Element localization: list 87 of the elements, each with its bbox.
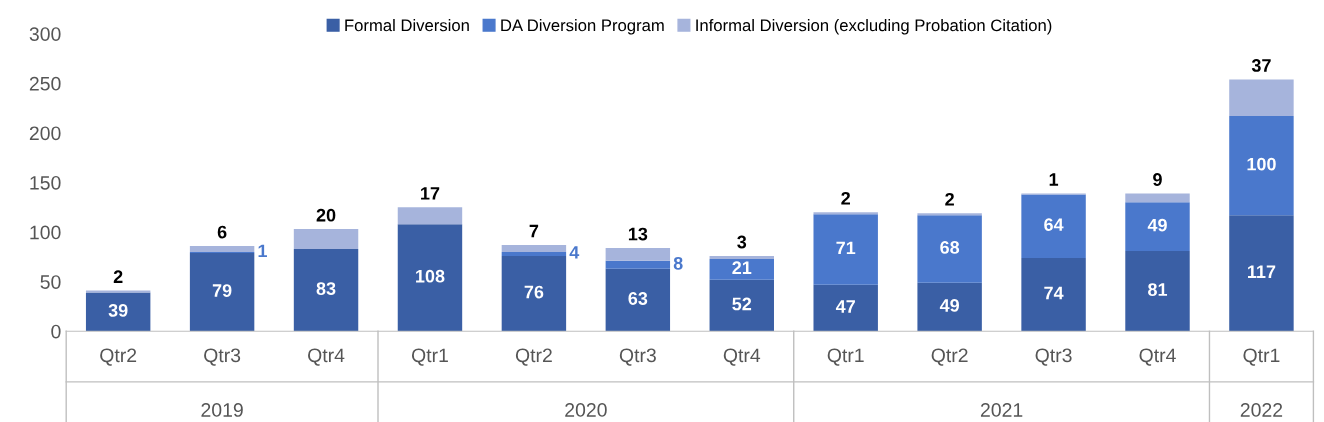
data-label: 17	[421, 187, 440, 200]
data-label: 68	[940, 241, 960, 254]
x-tick-label: Qtr2	[100, 348, 137, 366]
data-label: 79	[212, 284, 232, 297]
bar	[501, 255, 567, 332]
bar	[1229, 116, 1294, 216]
bar	[85, 292, 151, 332]
y-tick-label: 200	[29, 126, 61, 141]
y-tick-label: 100	[30, 225, 61, 240]
bar	[1125, 193, 1190, 203]
text: 2019	[201, 403, 243, 417]
legend-label: Informal Diversion (excluding Probation Citation)	[696, 19, 1052, 35]
legend-label: Formal Diversion	[345, 19, 469, 32]
bar	[605, 247, 671, 261]
data-label: 64	[1044, 218, 1064, 231]
data-label: 13	[628, 227, 648, 241]
data-label: 8	[673, 256, 683, 270]
bar	[1229, 79, 1294, 117]
bar	[605, 260, 671, 269]
x-tick-label: Qtr1	[1243, 348, 1280, 366]
bar	[189, 245, 255, 252]
y-tick-label: 250	[29, 76, 61, 91]
y-tick-label: 50	[40, 275, 61, 289]
bar	[501, 244, 567, 252]
x-tick-label: Qtr3	[204, 348, 241, 366]
bar	[813, 214, 878, 285]
bar	[1229, 215, 1294, 332]
data-label: 117	[1248, 265, 1276, 278]
bar	[709, 255, 774, 259]
data-label: 21	[732, 261, 752, 274]
data-label: 2	[113, 270, 123, 283]
text: 2021	[980, 403, 1023, 417]
data-label: 83	[316, 282, 336, 295]
bar	[397, 207, 463, 225]
data-label: 81	[1148, 283, 1168, 296]
x-tick-label: Qtr1	[827, 348, 864, 366]
data-label: 39	[108, 303, 128, 317]
data-label: 7	[529, 224, 539, 238]
data-label: 49	[1147, 218, 1167, 232]
bar	[397, 224, 463, 332]
data-label: 2	[841, 191, 850, 205]
data-label: 4	[569, 246, 580, 259]
data-label: 47	[835, 300, 855, 313]
data-label: 1	[258, 244, 267, 258]
x-tick-label: Qtr1	[411, 348, 448, 366]
x-tick-label: Qtr4	[308, 348, 345, 366]
bar	[605, 268, 671, 332]
data-label: 3	[737, 235, 747, 249]
data-label: 74	[1044, 286, 1064, 300]
bar	[293, 248, 359, 332]
data-label: 9	[1153, 173, 1162, 186]
bar	[1021, 257, 1086, 332]
bar	[1021, 194, 1086, 258]
bar	[709, 279, 774, 332]
data-label: 37	[1251, 59, 1271, 72]
bar	[917, 282, 982, 332]
y-tick-label: 150	[30, 175, 61, 190]
x-tick-label: Qtr3	[1035, 348, 1072, 366]
text: 2022	[1240, 403, 1283, 417]
bar	[293, 229, 359, 249]
data-label: 49	[939, 299, 960, 312]
x-tick-label: Qtr3	[619, 348, 656, 366]
data-label: 63	[628, 292, 648, 305]
bar	[189, 252, 255, 332]
legend-label: DA Diversion Program	[501, 19, 664, 35]
bar	[501, 251, 567, 256]
data-label: 71	[836, 241, 856, 255]
x-tick-label: Qtr2	[931, 348, 968, 366]
data-label: 6	[217, 225, 227, 239]
bar	[917, 215, 982, 283]
data-label: 100	[1247, 157, 1276, 171]
data-label: 52	[732, 297, 752, 311]
bar	[709, 258, 774, 280]
x-tick-label: Qtr4	[1139, 348, 1176, 366]
x-tick-label: Qtr4	[723, 348, 761, 366]
y-tick-label: 0	[51, 324, 61, 339]
data-label: 108	[416, 269, 445, 283]
bar	[1125, 202, 1190, 251]
text: 2020	[565, 403, 607, 417]
data-label: 1	[1049, 173, 1059, 186]
bar	[1125, 250, 1190, 332]
bar	[813, 284, 878, 332]
data-label: 76	[524, 285, 544, 299]
y-tick-label: 300	[29, 27, 61, 41]
data-label: 20	[316, 208, 336, 222]
x-tick-label: Qtr2	[515, 348, 552, 366]
data-label: 2	[945, 192, 954, 206]
